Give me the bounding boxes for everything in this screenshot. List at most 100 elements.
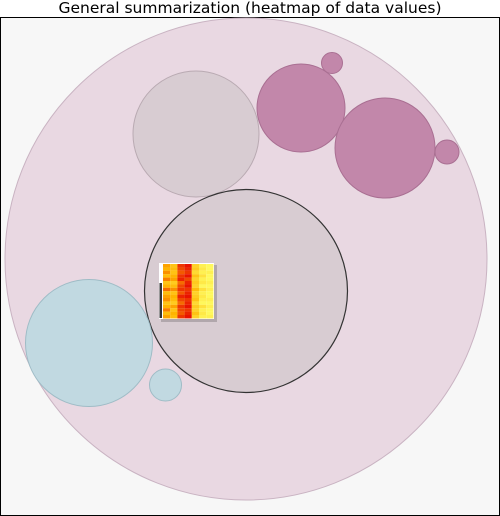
heatmap-cell	[199, 291, 207, 295]
heatmap-cell	[163, 301, 171, 305]
heatmap-cell	[184, 270, 192, 275]
grey-circle-top[interactable]	[132, 70, 260, 198]
heatmap-cell	[191, 298, 199, 302]
heatmap-cell	[206, 264, 214, 268]
heatmap-cell	[191, 274, 199, 278]
heatmap-cell	[206, 274, 214, 278]
heatmap-cell	[184, 277, 192, 282]
heatmap-cell	[199, 281, 207, 285]
heatmap-cell	[191, 277, 199, 282]
heatmap-cell	[170, 287, 178, 292]
heatmap-cell	[191, 315, 199, 319]
heatmap-cell	[206, 281, 214, 285]
heatmap-cell	[191, 291, 199, 295]
heatmap-cell	[199, 301, 207, 305]
heatmap-cell	[170, 274, 178, 278]
heatmap-cell	[184, 291, 192, 295]
heatmap-cell	[184, 284, 192, 288]
heatmap-cell	[170, 270, 178, 275]
heatmap-cell	[206, 287, 214, 292]
magenta-circle-large-1[interactable]	[256, 63, 346, 153]
heatmap-cell	[199, 315, 207, 319]
heatmap-cell	[170, 304, 178, 309]
heatmap-cell	[184, 287, 192, 292]
heatmap-cell	[191, 281, 199, 285]
heatmap-cell	[199, 287, 207, 292]
heatmap-cell	[170, 277, 178, 282]
heatmap-cell	[184, 308, 192, 312]
heatmap-cell	[184, 264, 192, 268]
heatmap-cell	[206, 277, 214, 282]
heatmap-cell	[163, 267, 171, 271]
heatmap-cell	[177, 287, 185, 292]
heatmap-cell	[184, 315, 192, 319]
heatmap-cell	[191, 264, 199, 268]
heatmap-cell	[199, 270, 207, 275]
heatmap-cell	[177, 274, 185, 278]
heatmap-cell	[163, 291, 171, 295]
magenta-circle-small-1[interactable]	[321, 52, 343, 74]
heatmap-cell	[163, 270, 171, 275]
heatmap-cell	[191, 304, 199, 309]
heatmap-cell	[177, 267, 185, 271]
heatmap-cell	[184, 311, 192, 316]
heatmap-cell	[191, 311, 199, 316]
heatmap-cell	[206, 315, 214, 319]
heatmap-cell	[199, 267, 207, 271]
magenta-circle-large-2[interactable]	[334, 97, 436, 199]
grey-circle-center[interactable]	[143, 188, 349, 394]
heatmap-cell	[191, 284, 199, 288]
magenta-circle-small-2[interactable]	[434, 139, 460, 165]
heatmap-cell	[163, 264, 171, 268]
heatmap-cell	[199, 284, 207, 288]
heatmap-cell	[191, 308, 199, 312]
heatmap-cell	[206, 311, 214, 316]
heatmap-cell	[184, 301, 192, 305]
heatmap-cell	[163, 284, 171, 288]
heatmap-cell	[163, 281, 171, 285]
heatmap-cell	[191, 301, 199, 305]
heatmap-cell	[163, 298, 171, 302]
heatmap-cell	[170, 267, 178, 271]
heatmap-cell	[177, 308, 185, 312]
heatmap-cell	[177, 281, 185, 285]
heatmap-cell	[163, 311, 171, 316]
heatmap-cell	[184, 267, 192, 271]
heatmap-cell	[163, 274, 171, 278]
heatmap-cell	[170, 284, 178, 288]
heatmap-cell	[177, 284, 185, 288]
heatmap-cell	[177, 298, 185, 302]
heatmap-cell	[170, 294, 178, 299]
heatmap-cell	[170, 298, 178, 302]
heatmap-cell	[191, 267, 199, 271]
heatmap-cell	[191, 287, 199, 292]
heatmap-cell	[177, 270, 185, 275]
heatmap-cell	[206, 284, 214, 288]
heatmap-cell	[199, 298, 207, 302]
heatmap-cell	[206, 291, 214, 295]
blue-circle-small[interactable]	[149, 368, 182, 402]
heatmap-cell	[184, 304, 192, 309]
heatmap-cell	[184, 281, 192, 285]
heatmap-cell	[177, 264, 185, 268]
blue-circle-large[interactable]	[25, 279, 153, 407]
heatmap-cell	[170, 301, 178, 305]
heatmap-cell	[206, 294, 214, 299]
heatmap-cell	[199, 264, 207, 268]
heatmap-cell	[177, 277, 185, 282]
heatmap-cell	[191, 294, 199, 299]
heatmap-cell	[184, 294, 192, 299]
heatmap-cell	[177, 315, 185, 319]
heatmap-cell	[177, 304, 185, 309]
heatmap-cell	[177, 311, 185, 316]
heatmap-cell	[206, 298, 214, 302]
diagram-title: General summarization (heatmap of data v…	[58, 0, 442, 17]
heatmap-thumbnail[interactable]	[159, 263, 217, 322]
heatmap-cell	[177, 291, 185, 295]
heatmap-cell	[163, 308, 171, 312]
heatmap-cell	[170, 315, 178, 319]
heatmap-cell	[170, 264, 178, 268]
heatmap-cell	[170, 308, 178, 312]
heatmap-cell	[199, 277, 207, 282]
